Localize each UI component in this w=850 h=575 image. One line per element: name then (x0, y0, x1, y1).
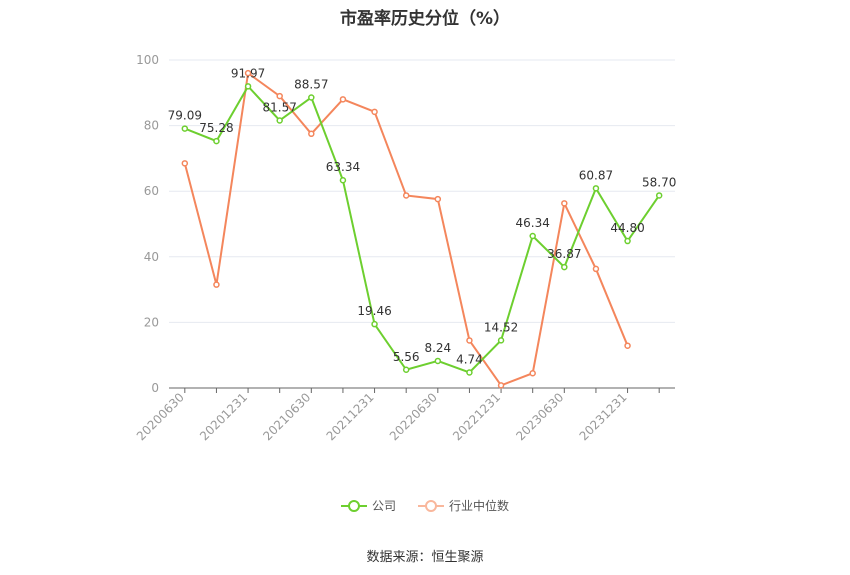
x-tick-label: 20220630 (387, 390, 440, 443)
y-tick-label: 80 (144, 119, 159, 133)
x-axis: 20200630 20201231 20210630 20211231 20220630… (134, 387, 675, 443)
chart-title: 市盈率历史分位（%） (339, 9, 511, 29)
y-tick-label: 100 (136, 53, 159, 67)
industry-point (466, 337, 473, 344)
y-axis-ticks: 0 20 40 60 80 100 (136, 53, 159, 395)
industry-point (624, 342, 631, 349)
company-point (402, 366, 410, 374)
legend-industry-marker (418, 499, 444, 512)
x-tick-label: 20201231 (197, 390, 250, 443)
data-source: 数据来源：恒生聚源 (366, 550, 484, 565)
x-tick-label: 20210630 (260, 390, 313, 443)
company-point (592, 185, 600, 192)
y-tick-label: 0 (151, 381, 159, 395)
legend: 公司 行业中位数 (0, 497, 850, 514)
company-data-label: 5.56 (393, 350, 420, 364)
company-point (213, 137, 220, 145)
company-data-label: 44.80 (610, 221, 644, 235)
industry-point (244, 69, 252, 77)
x-tick-label: 20221231 (450, 390, 503, 443)
company-data-label: 63.34 (326, 160, 360, 174)
company-point (339, 176, 347, 184)
y-tick-label: 40 (144, 250, 159, 264)
industry-point (592, 265, 600, 273)
company-data-label: 79.09 (168, 109, 202, 123)
x-tick-label: 20230630 (513, 390, 566, 443)
legend-company-marker (340, 499, 367, 512)
x-tick-label: 20200630 (134, 390, 187, 443)
industry-point (402, 192, 410, 199)
company-data-label: 14.52 (484, 320, 518, 334)
legend-item-industry[interactable]: 行业中位数 (418, 497, 509, 514)
company-point (244, 83, 252, 90)
company-data-label: 75.28 (199, 121, 233, 135)
industry-point (213, 281, 220, 288)
company-point (497, 337, 505, 344)
series-points (181, 69, 663, 389)
y-tick-label: 20 (144, 315, 159, 329)
company-point (371, 320, 378, 328)
company-data-label: 19.46 (357, 304, 391, 318)
company-point (466, 369, 473, 376)
industry-point (497, 382, 505, 389)
industry-point (339, 96, 347, 103)
industry-point (529, 369, 536, 377)
x-tick-label: 20211231 (324, 390, 377, 443)
industry-point (276, 92, 283, 100)
company-data-label: 88.57 (294, 77, 328, 91)
company-point (561, 263, 568, 271)
company-point (624, 237, 631, 245)
industry-point (434, 195, 442, 203)
company-point (276, 117, 283, 124)
industry-point (181, 160, 189, 167)
legend-company-label: 公司 (371, 499, 396, 513)
legend-industry-label: 行业中位数 (449, 499, 510, 513)
company-data-label: 81.57 (263, 100, 297, 114)
company-point (434, 357, 442, 365)
company-line (184, 84, 661, 374)
legend-item-company[interactable]: 公司 (340, 497, 396, 514)
industry-line (183, 71, 629, 387)
company-data-label: 8.24 (424, 341, 451, 355)
industry-point (371, 108, 378, 116)
company-data-label: 36.87 (547, 247, 581, 261)
company-data-label: 91.97 (231, 66, 265, 80)
industry-point (561, 200, 568, 207)
company-point (308, 94, 315, 101)
grid-lines (169, 59, 675, 323)
company-data-label: 4.74 (456, 352, 483, 366)
y-tick-label: 60 (144, 184, 159, 198)
company-data-label: 60.87 (579, 168, 613, 182)
series-lines (183, 71, 661, 387)
company-point (529, 232, 536, 240)
company-point (655, 192, 663, 199)
industry-point (308, 130, 315, 138)
company-point (181, 125, 189, 132)
company-data-label: 58.70 (642, 175, 676, 189)
company-data-label: 46.34 (516, 216, 550, 230)
x-tick-label: 20231231 (577, 390, 630, 443)
